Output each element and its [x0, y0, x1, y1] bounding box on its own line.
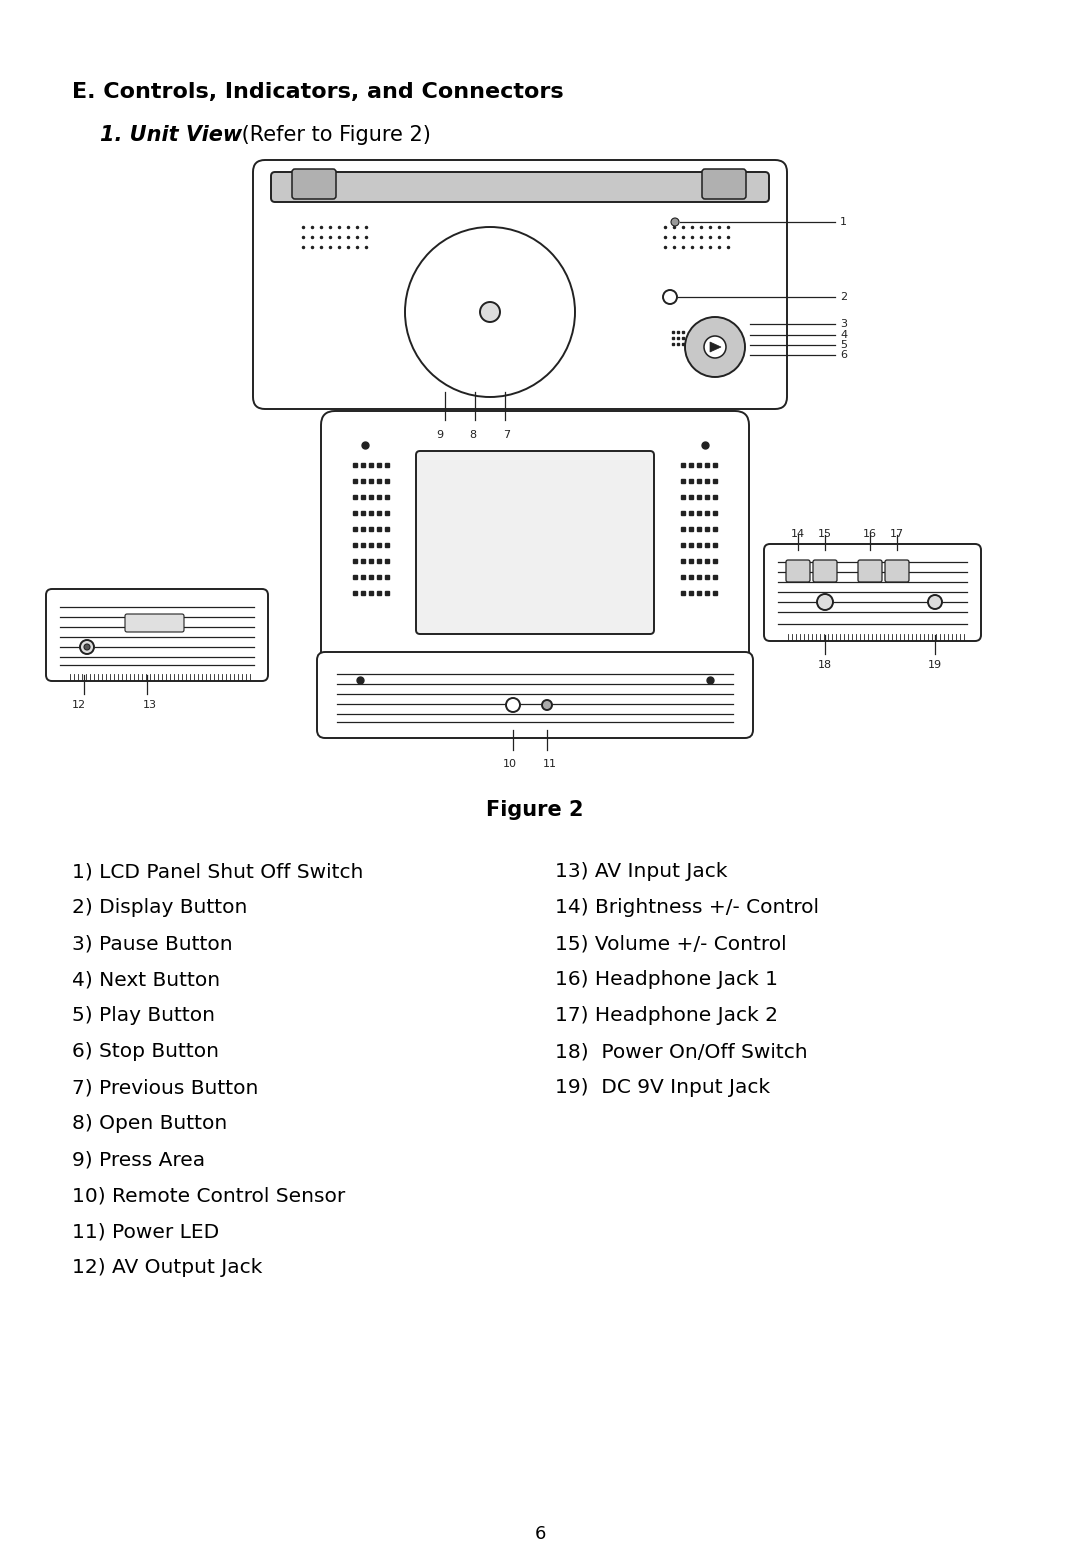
FancyBboxPatch shape — [318, 652, 753, 738]
FancyBboxPatch shape — [292, 169, 336, 199]
Text: 16) Headphone Jack 1: 16) Headphone Jack 1 — [555, 971, 778, 989]
Text: 4) Next Button: 4) Next Button — [72, 971, 220, 989]
Circle shape — [704, 336, 726, 358]
Text: 9: 9 — [436, 430, 444, 441]
Circle shape — [671, 217, 679, 227]
Text: 14) Brightness +/- Control: 14) Brightness +/- Control — [555, 899, 819, 917]
Text: 14: 14 — [791, 528, 805, 539]
Polygon shape — [710, 342, 721, 352]
Text: 17: 17 — [890, 528, 904, 539]
FancyBboxPatch shape — [786, 560, 810, 581]
Text: 13: 13 — [143, 700, 157, 710]
Circle shape — [507, 699, 519, 713]
Text: 2: 2 — [840, 292, 847, 302]
Circle shape — [685, 317, 745, 377]
Circle shape — [816, 594, 833, 610]
Text: 8) Open Button: 8) Open Button — [72, 1114, 227, 1133]
Text: 10: 10 — [503, 760, 517, 769]
Text: 18)  Power On/Off Switch: 18) Power On/Off Switch — [555, 1043, 808, 1061]
Text: 5) Play Button: 5) Play Button — [72, 1007, 215, 1025]
Circle shape — [480, 302, 500, 322]
Text: 15) Volume +/- Control: 15) Volume +/- Control — [555, 935, 786, 953]
FancyBboxPatch shape — [813, 560, 837, 581]
Text: 18: 18 — [818, 660, 832, 671]
Text: 7) Previous Button: 7) Previous Button — [72, 1078, 258, 1097]
Text: 1: 1 — [840, 217, 847, 227]
FancyBboxPatch shape — [271, 172, 769, 202]
FancyBboxPatch shape — [125, 614, 184, 631]
Circle shape — [80, 639, 94, 653]
Circle shape — [542, 700, 552, 710]
Text: E. Controls, Indicators, and Connectors: E. Controls, Indicators, and Connectors — [72, 81, 564, 102]
Circle shape — [928, 596, 942, 610]
Text: 19: 19 — [928, 660, 942, 671]
Circle shape — [663, 291, 677, 303]
Text: 10) Remote Control Sensor: 10) Remote Control Sensor — [72, 1186, 346, 1205]
Text: 17) Headphone Jack 2: 17) Headphone Jack 2 — [555, 1007, 778, 1025]
Text: 1. Unit View: 1. Unit View — [100, 125, 242, 145]
Text: 11: 11 — [543, 760, 557, 769]
Circle shape — [84, 644, 90, 650]
Text: 3) Pause Button: 3) Pause Button — [72, 935, 232, 953]
FancyBboxPatch shape — [416, 452, 654, 635]
Text: 4: 4 — [840, 330, 847, 341]
Text: 7: 7 — [503, 430, 511, 441]
Text: 12: 12 — [72, 700, 86, 710]
Text: 6: 6 — [535, 1525, 545, 1543]
Text: 19)  DC 9V Input Jack: 19) DC 9V Input Jack — [555, 1078, 770, 1097]
FancyBboxPatch shape — [885, 560, 909, 581]
FancyBboxPatch shape — [702, 169, 746, 199]
FancyBboxPatch shape — [321, 411, 750, 674]
Text: 5: 5 — [840, 341, 847, 350]
Text: 6: 6 — [840, 350, 847, 359]
FancyBboxPatch shape — [46, 589, 268, 681]
FancyBboxPatch shape — [858, 560, 882, 581]
FancyBboxPatch shape — [764, 544, 981, 641]
Circle shape — [405, 227, 575, 397]
Text: 15: 15 — [818, 528, 832, 539]
Text: 9) Press Area: 9) Press Area — [72, 1150, 205, 1169]
Text: 11) Power LED: 11) Power LED — [72, 1222, 219, 1241]
Text: 8: 8 — [470, 430, 476, 441]
Text: (Refer to Figure 2): (Refer to Figure 2) — [235, 125, 431, 145]
Text: 12) AV Output Jack: 12) AV Output Jack — [72, 1258, 262, 1277]
Text: 16: 16 — [863, 528, 877, 539]
Text: 3: 3 — [840, 319, 847, 328]
Text: 2) Display Button: 2) Display Button — [72, 899, 247, 917]
Text: Figure 2: Figure 2 — [486, 800, 584, 821]
Text: 13) AV Input Jack: 13) AV Input Jack — [555, 863, 728, 882]
FancyBboxPatch shape — [253, 159, 787, 410]
Text: 1) LCD Panel Shut Off Switch: 1) LCD Panel Shut Off Switch — [72, 863, 363, 882]
Text: 6) Stop Button: 6) Stop Button — [72, 1043, 219, 1061]
